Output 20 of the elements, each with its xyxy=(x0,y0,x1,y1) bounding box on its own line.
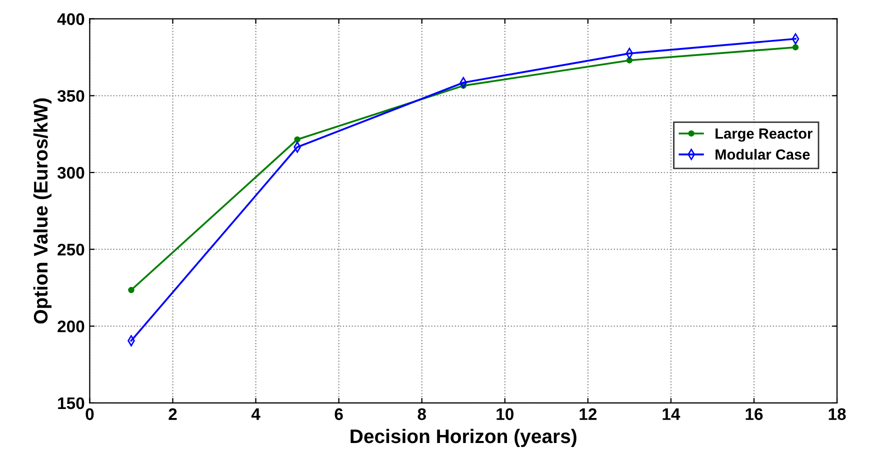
x-tick-label: 8 xyxy=(418,408,426,420)
x-tick-label: 14 xyxy=(662,408,680,420)
x-tick-label: 0 xyxy=(86,408,94,420)
y-tick-label: 250 xyxy=(58,244,84,256)
x-tick-label: 2 xyxy=(168,408,177,420)
legend-label: Large Reactor xyxy=(716,128,812,142)
y-tick-label: 150 xyxy=(58,397,84,410)
x-tick-label: 16 xyxy=(746,408,763,420)
x-tick-label: 4 xyxy=(251,408,260,420)
y-tick-label: 200 xyxy=(58,320,84,332)
y-tick-label: 300 xyxy=(57,166,84,179)
x-tick-label: 10 xyxy=(496,408,514,420)
x-tick-label: 6 xyxy=(334,408,343,420)
x-tick-label: 12 xyxy=(580,408,597,420)
x-tick-label: 18 xyxy=(828,408,846,420)
x-axis-title: Decision Horizon (years) xyxy=(350,428,576,448)
y-tick-label: 400 xyxy=(57,13,84,26)
legend-label: Modular Case xyxy=(716,148,810,160)
y-tick-label: 350 xyxy=(57,90,84,102)
y-axis-title: Option Value (Euros/kW) xyxy=(33,98,52,324)
